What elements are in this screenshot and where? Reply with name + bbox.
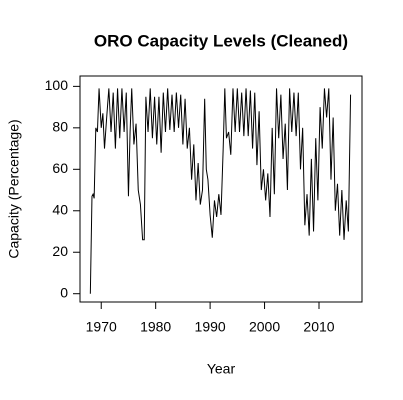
y-axis-label: Capacity (Percentage) — [6, 119, 22, 258]
plot-box — [79, 75, 363, 303]
x-tick-label: 2000 — [249, 319, 280, 335]
x-tick-label: 1980 — [140, 319, 171, 335]
x-tick-label: 2010 — [303, 319, 334, 335]
x-axis-label: Year — [207, 361, 236, 377]
x-tick-label: 1970 — [86, 319, 117, 335]
chart-title: ORO Capacity Levels (Cleaned) — [94, 31, 348, 50]
y-tick-label: 60 — [52, 160, 68, 176]
y-tick-label: 0 — [60, 284, 68, 300]
y-tick-label: 80 — [52, 119, 68, 135]
y-tick-label: 20 — [52, 243, 68, 259]
x-tick-label: 1990 — [195, 319, 226, 335]
y-tick-label: 40 — [52, 201, 68, 217]
y-tick-label: 100 — [45, 77, 69, 93]
data-line — [89, 88, 352, 294]
